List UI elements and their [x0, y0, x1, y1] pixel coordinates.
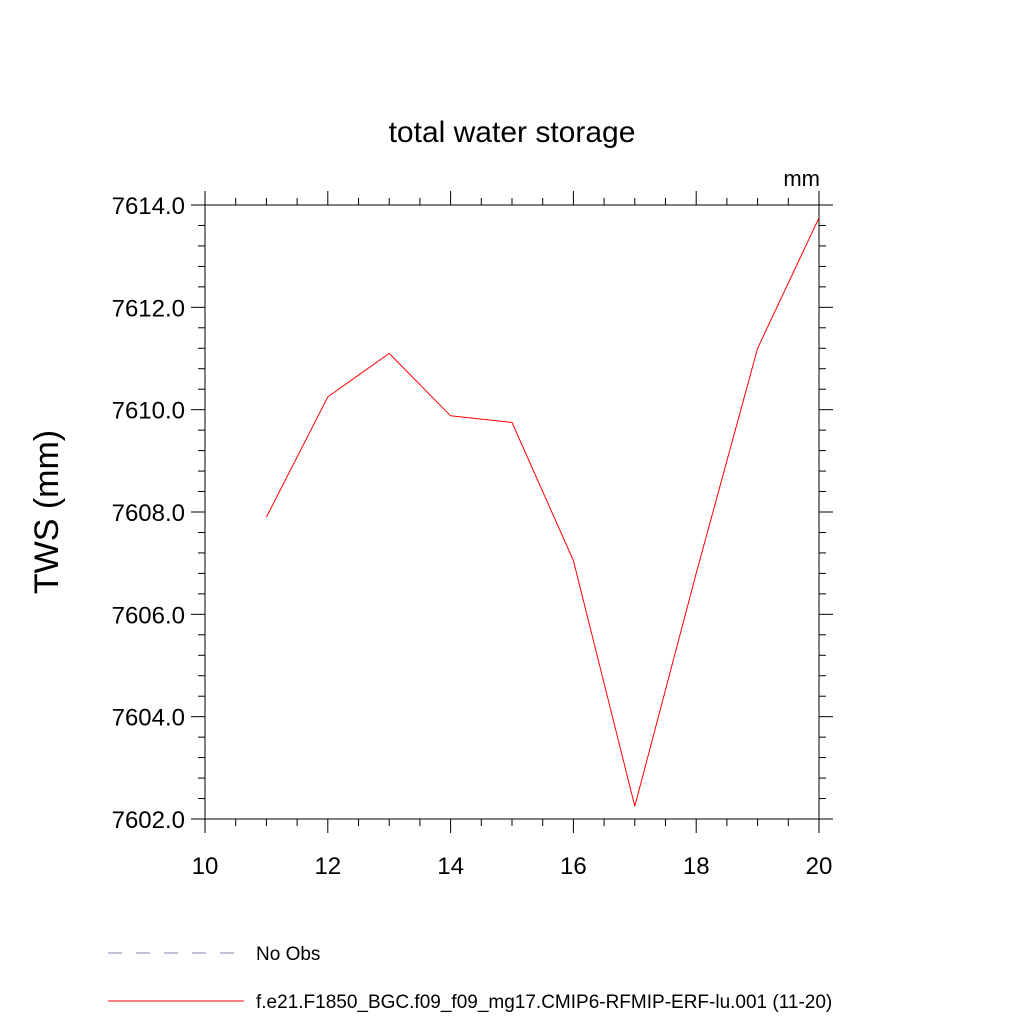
y-axis-ticks: 7602.0 7604.0 7606.0 7608.0 7610.0 7612.0 7614…	[112, 193, 833, 834]
series-line	[265, 217, 820, 807]
chart-title: total water storage	[389, 116, 636, 149]
legend-label: f.e21.F1850_BGC.f09_f09_mg17.CMIP6-RFMIP…	[256, 992, 832, 1013]
x-axis-ticks: 10 12 14 16 18 20	[192, 191, 833, 880]
x-tick-label: 14	[437, 853, 464, 880]
y-tick-label: 7614.0	[112, 193, 185, 220]
units-label: mm	[783, 166, 820, 191]
x-tick-label: 18	[683, 853, 710, 880]
y-tick-label: 7612.0	[112, 295, 185, 322]
series-group	[265, 217, 820, 807]
x-tick-label: 10	[192, 853, 219, 880]
y-tick-label: 7608.0	[112, 500, 185, 527]
x-tick-label: 12	[314, 853, 341, 880]
legend-label: No Obs	[256, 944, 320, 965]
y-tick-label: 7604.0	[112, 705, 185, 732]
y-tick-label: 7602.0	[112, 807, 185, 834]
y-tick-label: 7606.0	[112, 602, 185, 629]
x-tick-label: 16	[560, 853, 587, 880]
legend: No Obs f.e21.F1850_BGC.f09_f09_mg17.CMIP6…	[108, 944, 832, 1013]
x-tick-label: 20	[806, 853, 833, 880]
plot-frame	[204, 204, 820, 820]
y-tick-label: 7610.0	[112, 398, 185, 425]
y-axis-label: TWS (mm)	[28, 430, 66, 594]
